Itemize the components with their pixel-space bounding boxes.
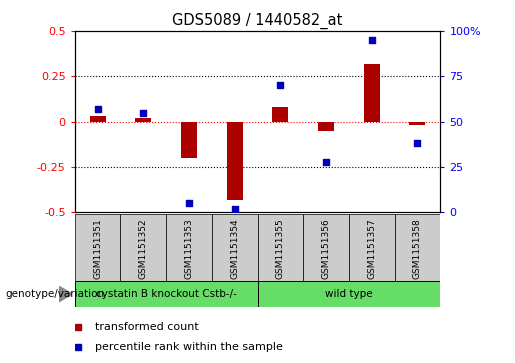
- Bar: [135, 118, 151, 122]
- Text: GSM1151358: GSM1151358: [413, 219, 422, 280]
- Text: GSM1151352: GSM1151352: [139, 219, 148, 280]
- Text: GDS5089 / 1440582_at: GDS5089 / 1440582_at: [173, 13, 342, 29]
- Text: GSM1151357: GSM1151357: [367, 219, 376, 280]
- Text: wild type: wild type: [325, 289, 373, 299]
- Bar: [75, 214, 121, 281]
- Polygon shape: [59, 286, 72, 302]
- Bar: [303, 214, 349, 281]
- Point: [368, 37, 376, 43]
- Text: GSM1151354: GSM1151354: [230, 219, 239, 280]
- Text: cystatin B knockout Cstb-/-: cystatin B knockout Cstb-/-: [96, 289, 236, 299]
- Text: GSM1151351: GSM1151351: [93, 219, 102, 280]
- Text: transformed count: transformed count: [95, 322, 199, 332]
- Text: percentile rank within the sample: percentile rank within the sample: [95, 342, 283, 352]
- Bar: [258, 281, 440, 307]
- Bar: [121, 214, 166, 281]
- Text: GSM1151356: GSM1151356: [321, 219, 331, 280]
- Point: [414, 140, 422, 146]
- Bar: [258, 214, 303, 281]
- Bar: [349, 214, 394, 281]
- Text: GSM1151353: GSM1151353: [184, 219, 194, 280]
- Bar: [227, 122, 243, 200]
- Bar: [212, 214, 258, 281]
- Bar: [394, 214, 440, 281]
- Text: GSM1151355: GSM1151355: [276, 219, 285, 280]
- Bar: [75, 281, 258, 307]
- Point: [322, 159, 330, 164]
- Bar: [181, 122, 197, 158]
- Point: [139, 110, 147, 115]
- Point: [93, 106, 101, 112]
- Bar: [272, 107, 288, 122]
- Point: [185, 200, 193, 206]
- Bar: [166, 214, 212, 281]
- Bar: [90, 116, 106, 122]
- Bar: [409, 122, 425, 125]
- Point: [231, 206, 239, 212]
- Bar: [318, 122, 334, 131]
- Point: [276, 82, 284, 88]
- Text: genotype/variation: genotype/variation: [5, 289, 104, 299]
- Bar: [364, 64, 380, 122]
